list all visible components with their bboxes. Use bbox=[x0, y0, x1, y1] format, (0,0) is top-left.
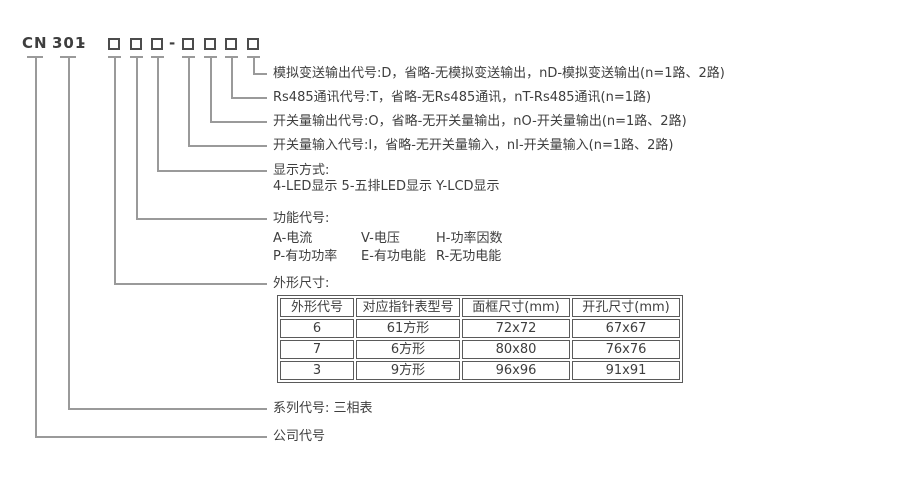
table-cell: 76x76 bbox=[572, 340, 680, 359]
function-option: V-电压 bbox=[361, 231, 400, 246]
connector-switch-input bbox=[188, 57, 267, 147]
connector-series bbox=[68, 57, 267, 410]
display-mode-label: 显示方式: 4-LED显示 5-五排LED显示 Y-LCD显示 bbox=[273, 163, 500, 195]
function-option: H-功率因数 bbox=[436, 231, 503, 246]
company-code-label: 公司代号 bbox=[273, 429, 326, 444]
switch-output-label: 开关量输出代号:O，省略-无开关量输出，nO-开关量输出(n=1路、2路) bbox=[273, 114, 687, 129]
function-option: A-电流 bbox=[273, 231, 313, 246]
function-code-row2: P-有功功率 E-有功电能 R-无功电能 bbox=[273, 249, 501, 265]
series-code: 301 bbox=[52, 34, 87, 52]
display-mode-options: 4-LED显示 5-五排LED显示 Y-LCD显示 bbox=[273, 179, 500, 194]
dimension-table-header-row: 外形代号 对应指针表型号 面框尺寸(mm) 开孔尺寸(mm) bbox=[280, 298, 680, 317]
table-header-cell: 开孔尺寸(mm) bbox=[572, 298, 680, 317]
connector-company bbox=[35, 57, 267, 438]
table-cell: 7 bbox=[280, 340, 354, 359]
code-separator: - bbox=[79, 34, 87, 52]
table-cell: 9方形 bbox=[356, 361, 460, 380]
code-box-rs485 bbox=[225, 38, 237, 50]
table-cell: 80x80 bbox=[462, 340, 570, 359]
connector-rs485 bbox=[231, 57, 267, 99]
connector-display bbox=[157, 57, 267, 172]
company-code: CN bbox=[22, 34, 48, 52]
function-option: E-有功电能 bbox=[361, 249, 426, 264]
table-cell: 3 bbox=[280, 361, 354, 380]
table-cell: 91x91 bbox=[572, 361, 680, 380]
table-row: 6 61方形 72x72 67x67 bbox=[280, 319, 680, 338]
table-cell: 6 bbox=[280, 319, 354, 338]
table-cell: 61方形 bbox=[356, 319, 460, 338]
function-option: R-无功电能 bbox=[436, 249, 502, 264]
connector-shape bbox=[114, 57, 267, 285]
code-box-switch-output bbox=[204, 38, 216, 50]
series-code-label: 系列代号: 三相表 bbox=[273, 401, 373, 416]
table-row: 3 9方形 96x96 91x91 bbox=[280, 361, 680, 380]
table-row: 7 6方形 80x80 76x76 bbox=[280, 340, 680, 359]
code-box-analog-output bbox=[247, 38, 259, 50]
table-cell: 96x96 bbox=[462, 361, 570, 380]
code-box-function bbox=[130, 38, 142, 50]
code-separator: - bbox=[169, 34, 177, 52]
code-box-display bbox=[151, 38, 163, 50]
table-header-cell: 对应指针表型号 bbox=[356, 298, 460, 317]
analog-output-label: 模拟变送输出代号:D，省略-无模拟变送输出，nD-模拟变送输出(n=1路、2路) bbox=[273, 66, 725, 81]
table-cell: 67x67 bbox=[572, 319, 680, 338]
dimensions-title: 外形尺寸: bbox=[273, 276, 330, 291]
connector-function bbox=[136, 57, 267, 220]
dimension-table: 外形代号 对应指针表型号 面框尺寸(mm) 开孔尺寸(mm) 6 61方形 72… bbox=[277, 295, 683, 383]
display-mode-title: 显示方式: bbox=[273, 163, 330, 178]
switch-input-label: 开关量输入代号:I，省略-无开关量输入，nI-开关量输入(n=1路、2路) bbox=[273, 138, 674, 153]
function-code-title: 功能代号: bbox=[273, 211, 330, 226]
connector-switch-output bbox=[210, 57, 267, 123]
connector-analog-output bbox=[253, 57, 267, 75]
table-header-cell: 外形代号 bbox=[280, 298, 354, 317]
code-box-switch-input bbox=[182, 38, 194, 50]
function-option: P-有功功率 bbox=[273, 249, 338, 264]
code-box-shape bbox=[108, 38, 120, 50]
table-cell: 6方形 bbox=[356, 340, 460, 359]
table-header-cell: 面框尺寸(mm) bbox=[462, 298, 570, 317]
table-cell: 72x72 bbox=[462, 319, 570, 338]
rs485-label: Rs485通讯代号:T，省略-无Rs485通讯，nT-Rs485通讯(n=1路) bbox=[273, 90, 652, 105]
function-code-row1: A-电流 V-电压 H-功率因数 bbox=[273, 231, 502, 247]
